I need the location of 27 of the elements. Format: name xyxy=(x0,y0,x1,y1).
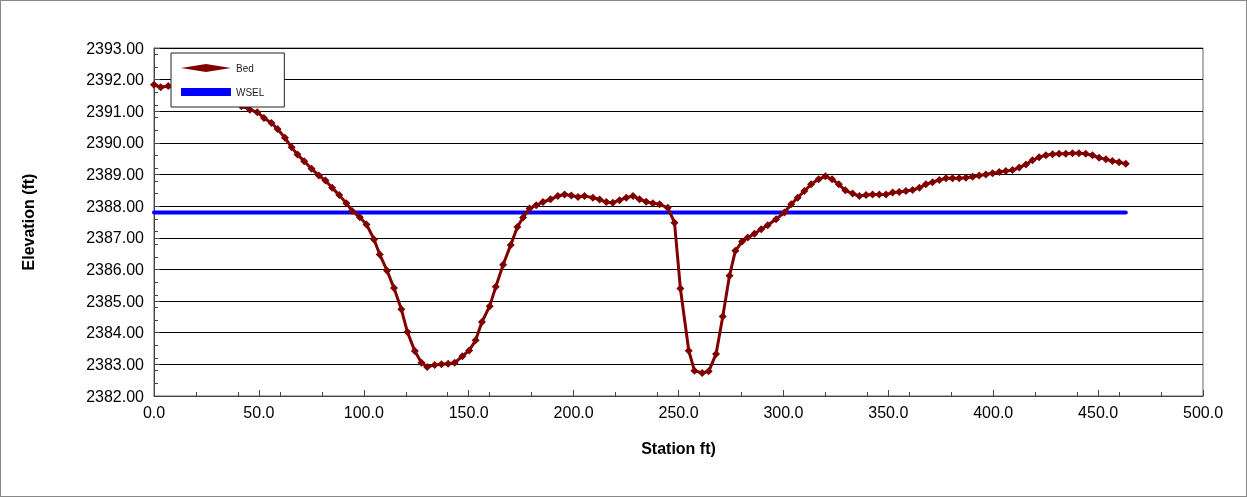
x-tick-label: 500.0 xyxy=(1182,403,1224,421)
x-tick-label: 350.0 xyxy=(868,403,909,421)
y-tick-label: 2385.00 xyxy=(86,292,145,310)
y-tick-label: 2388.00 xyxy=(86,197,145,215)
x-axis-title: Station ft) xyxy=(641,439,716,457)
y-axis-title: Elevation (ft) xyxy=(19,173,37,271)
x-tick-label: 400.0 xyxy=(973,403,1014,421)
x-tick-label: 300.0 xyxy=(763,403,804,421)
y-tick-label: 2386.00 xyxy=(86,260,145,278)
y-tick-label: 2391.00 xyxy=(86,102,145,120)
x-tick-label: 100.0 xyxy=(343,403,384,421)
y-tick-label: 2392.00 xyxy=(86,71,145,89)
y-tick-label: 2393.00 xyxy=(86,39,145,57)
y-tick-label: 2384.00 xyxy=(86,324,145,342)
x-tick-label: 50.0 xyxy=(243,403,275,421)
x-tick-label: 250.0 xyxy=(658,403,699,421)
x-tick-label: 450.0 xyxy=(1078,403,1119,421)
y-tick-label: 2382.00 xyxy=(86,387,145,405)
x-tick-label: 150.0 xyxy=(448,403,489,421)
x-tick-label: 200.0 xyxy=(553,403,594,421)
legend-label: WSEL xyxy=(236,86,265,98)
legend-label: Bed xyxy=(236,62,254,74)
y-tick-label: 2383.00 xyxy=(86,355,145,373)
y-tick-label: 2389.00 xyxy=(86,166,145,184)
y-tick-label: 2390.00 xyxy=(86,134,145,152)
x-tick-label: 0.0 xyxy=(142,403,166,421)
y-tick-label: 2387.00 xyxy=(86,229,145,247)
